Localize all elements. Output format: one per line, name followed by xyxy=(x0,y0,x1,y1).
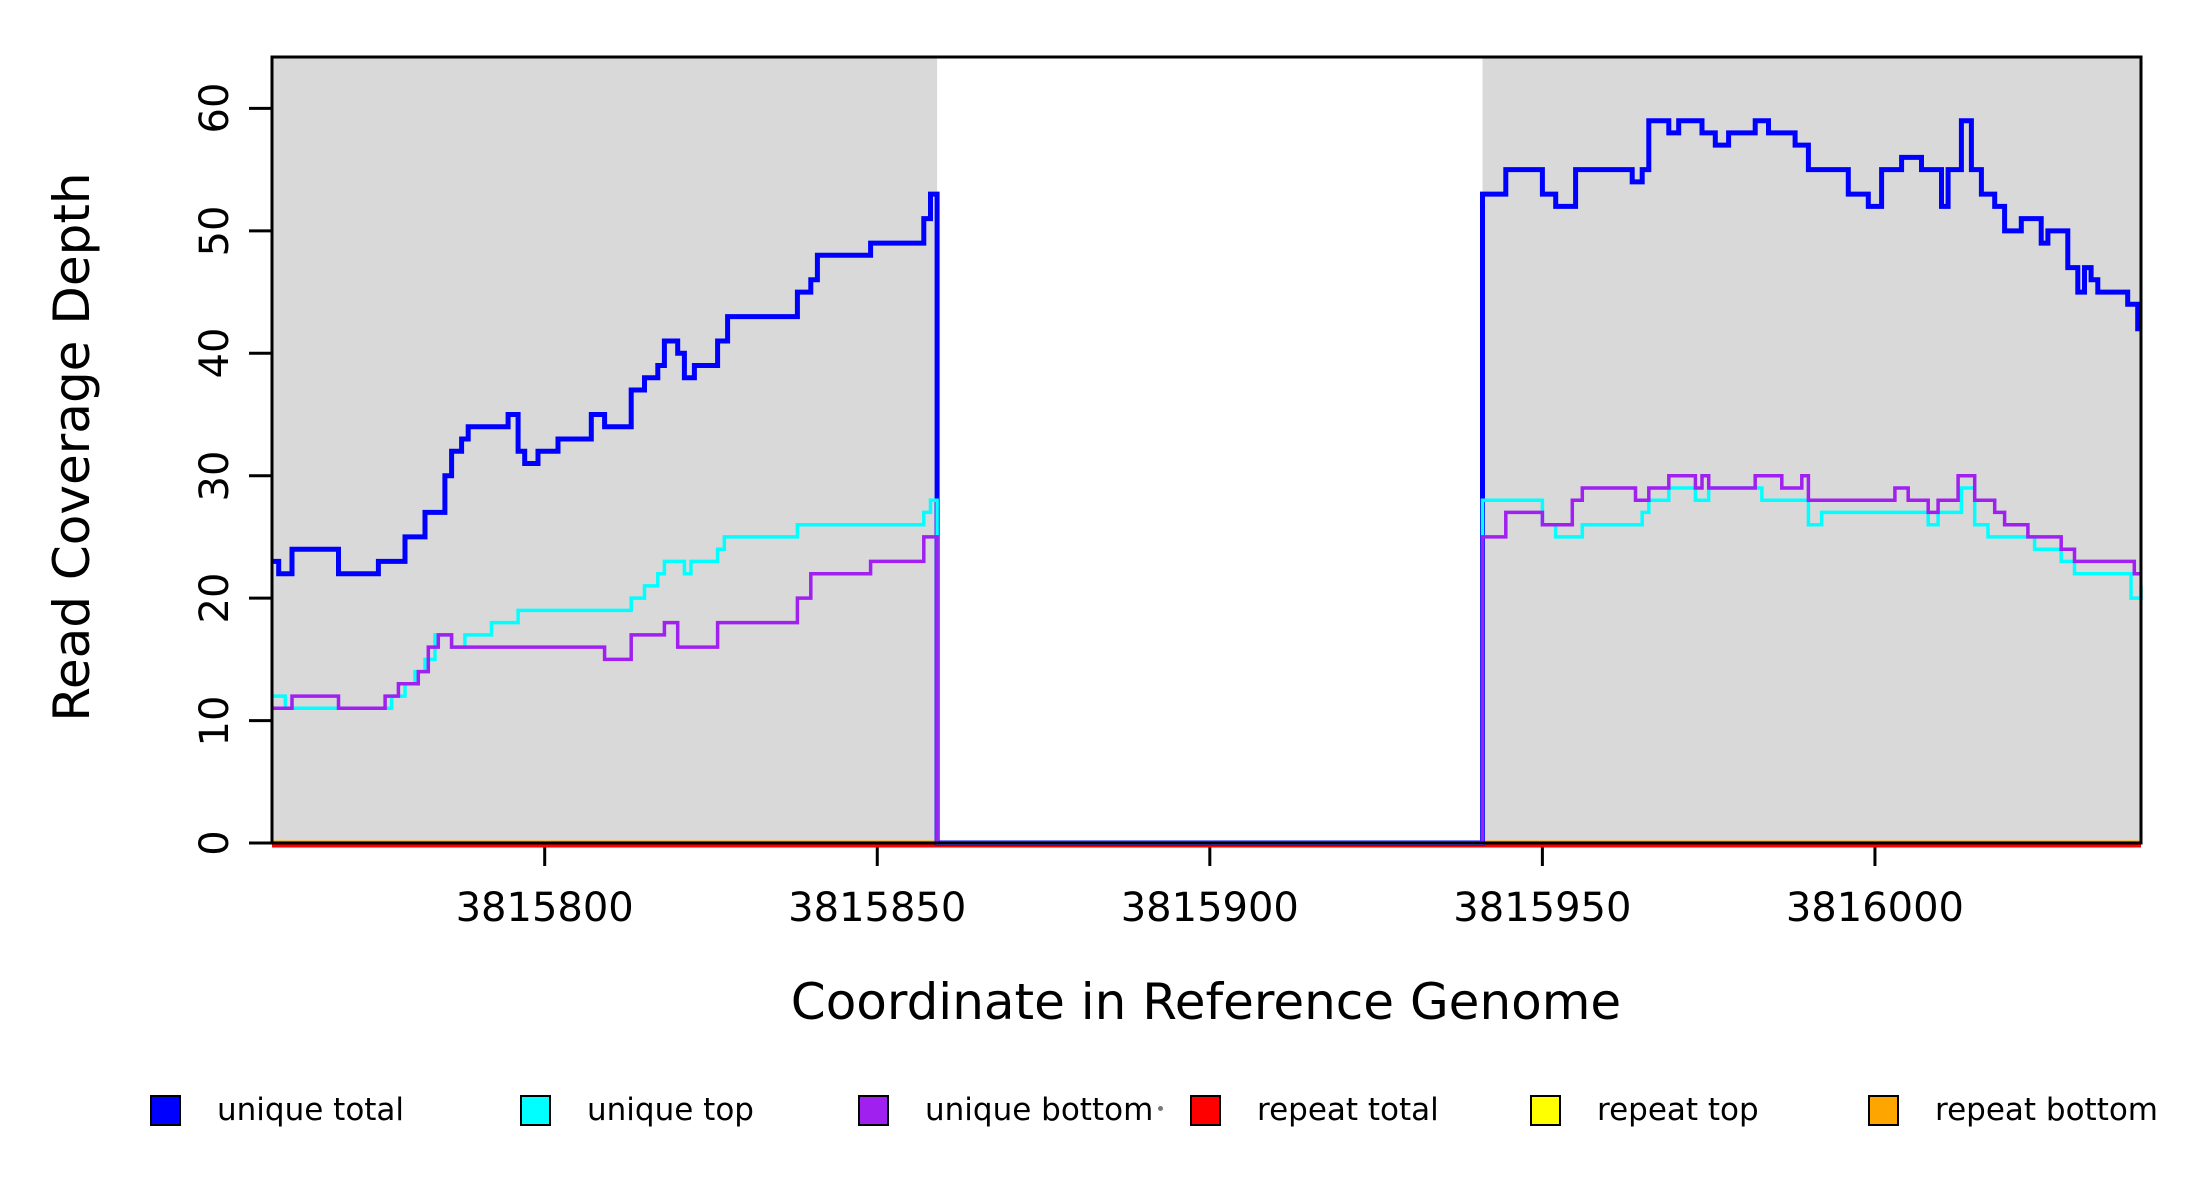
series-unique-bottom-line xyxy=(272,473,2141,845)
legend-label: unique top xyxy=(587,1092,754,1128)
y-tick-label: 60 xyxy=(192,82,238,134)
legend-label: repeat total xyxy=(1257,1092,1439,1128)
shaded-region xyxy=(1482,57,2141,843)
legend-label: repeat top xyxy=(1597,1092,1759,1128)
legend-item-repeat-total: repeat total xyxy=(1190,1090,1439,1130)
x-tick-label: 3815900 xyxy=(1120,885,1299,931)
y-tick-label: 30 xyxy=(192,450,238,502)
x-tick-label: 3815850 xyxy=(788,885,967,931)
x-tick-label: 3815800 xyxy=(455,885,634,931)
legend-item-unique-top: unique top xyxy=(520,1090,754,1130)
y-tick-label: 40 xyxy=(192,327,238,379)
legend-label: repeat bottom xyxy=(1935,1092,2159,1128)
legend-swatch-icon xyxy=(858,1094,889,1126)
legend-item-unique-bottom: unique bottom xyxy=(858,1090,1153,1130)
y-tick-label: 20 xyxy=(192,572,238,624)
legend-swatch-icon xyxy=(1530,1094,1561,1126)
legend-item-repeat-top: repeat top xyxy=(1530,1090,1759,1130)
legend-swatch-icon xyxy=(520,1094,551,1126)
x-tick-label: 3816000 xyxy=(1785,885,1965,931)
y-tick-label: 50 xyxy=(192,205,238,257)
x-axis-label: Coordinate in Reference Genome xyxy=(790,973,1622,1031)
legend-swatch-icon xyxy=(1868,1094,1899,1126)
legend-swatch-icon xyxy=(150,1094,181,1126)
legend-item-unique-total: unique total xyxy=(150,1090,404,1130)
x-tick-label: 3815950 xyxy=(1453,885,1632,931)
series-unique-total-line xyxy=(272,118,2141,846)
legend-label: unique bottom xyxy=(925,1092,1154,1128)
y-tick-label: 0 xyxy=(192,830,238,856)
shaded-region xyxy=(272,57,938,843)
legend-label: unique total xyxy=(217,1092,405,1128)
legend-swatch-icon xyxy=(1190,1094,1221,1126)
stray-dot xyxy=(1158,1106,1163,1111)
plot-box-border xyxy=(270,55,2143,845)
legend-item-repeat-bottom: repeat bottom xyxy=(1868,1090,2158,1130)
y-axis-label: Read Coverage Depth xyxy=(43,172,101,722)
y-tick-label: 10 xyxy=(192,695,238,747)
